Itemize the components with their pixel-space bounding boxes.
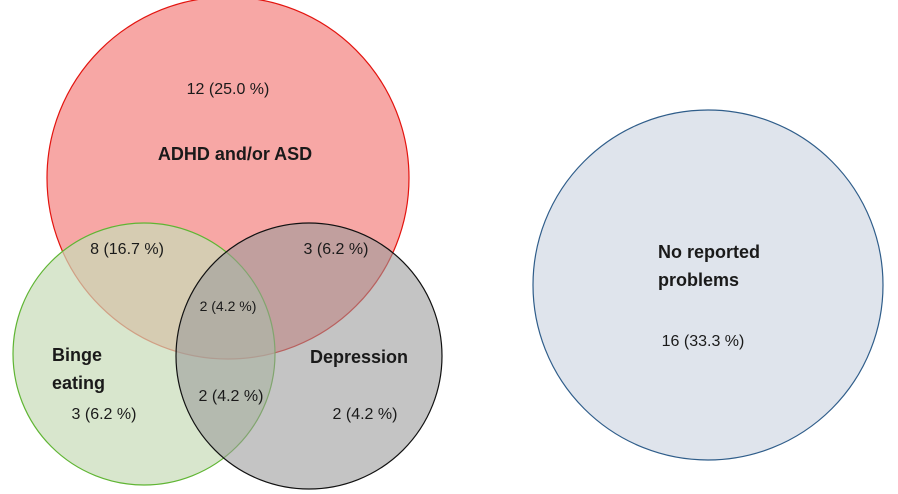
adhd-binge-count: 8 (16.7 %) <box>90 241 164 258</box>
no-reported-problems-circle <box>532 109 884 461</box>
binge-only-count: 3 (6.2 %) <box>72 406 137 423</box>
all-three-count: 2 (4.2 %) <box>200 298 257 314</box>
adhd-asd-label: ADHD and/or ASD <box>158 144 312 164</box>
no-problems-count: 16 (33.3 %) <box>662 333 745 350</box>
no-reported-problems-label-line2: problems <box>658 270 739 290</box>
no-reported-problems-label-line1: No reported <box>658 242 760 262</box>
depression-label: Depression <box>310 347 408 367</box>
binge-eating-label-line1: Binge <box>52 345 102 365</box>
binge-eating-label-line2: eating <box>52 373 105 393</box>
adhd-only-count: 12 (25.0 %) <box>187 81 270 98</box>
binge-depression-count: 2 (4.2 %) <box>199 388 264 405</box>
depression-only-count: 2 (4.2 %) <box>333 406 398 423</box>
adhd-depression-count: 3 (6.2 %) <box>304 241 369 258</box>
depression-circle <box>175 222 443 490</box>
